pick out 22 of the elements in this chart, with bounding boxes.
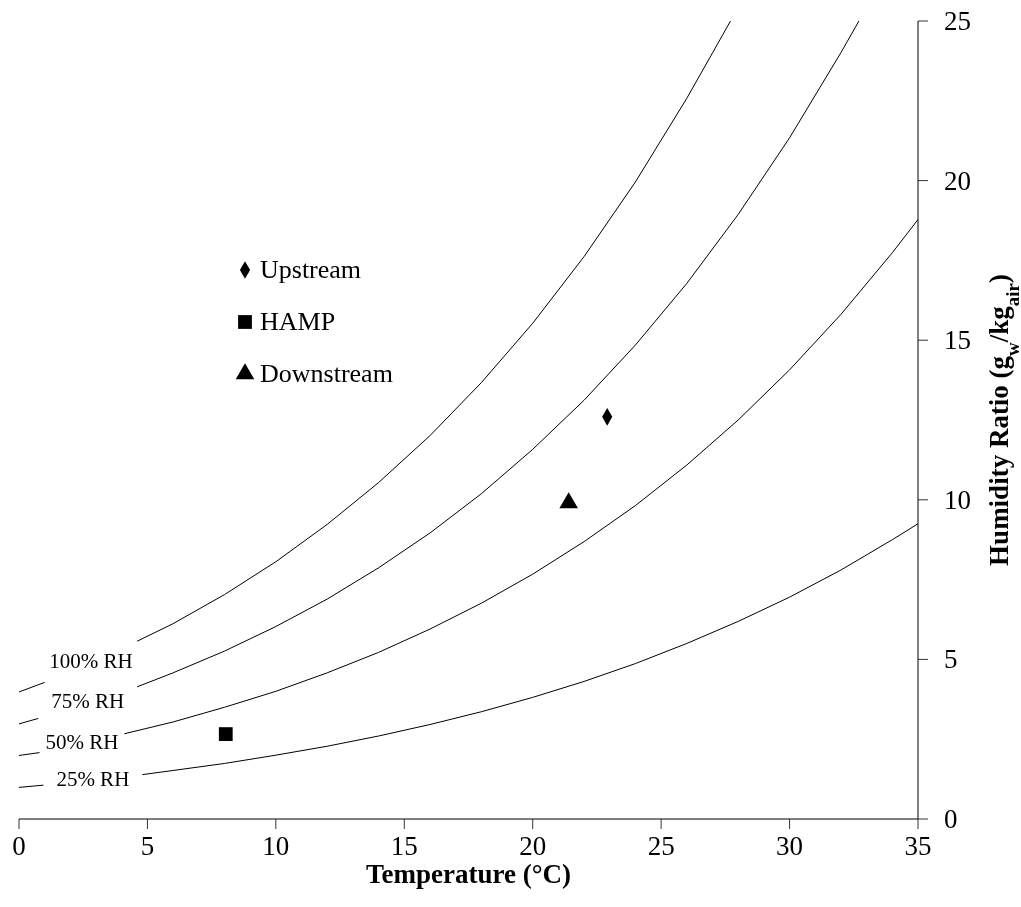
- y-tick-label: 0: [944, 804, 958, 834]
- y-tick-label: 10: [944, 484, 971, 515]
- series-label: 75% RH: [51, 689, 125, 714]
- x-tick-label: 35: [904, 831, 932, 861]
- series-label: 50% RH: [45, 729, 119, 754]
- x-tick-label: 15: [390, 831, 418, 861]
- series-label: 25% RH: [56, 766, 130, 791]
- x-tick-label: 20: [519, 831, 547, 861]
- legend-label: Downstream: [260, 359, 393, 388]
- y-tick-label: 20: [944, 165, 971, 196]
- y-tick-label: 5: [944, 644, 958, 675]
- x-tick-label: 0: [12, 831, 26, 861]
- legend-label: Upstream: [260, 255, 362, 284]
- x-tick-label: 25: [647, 831, 675, 861]
- y-tick-label: 25: [944, 6, 971, 36]
- x-tick-label: 30: [776, 831, 804, 861]
- x-tick-label: 5: [140, 831, 155, 861]
- legend-label: HAMP: [260, 307, 336, 336]
- x-axis-title: Temperature (°C): [365, 859, 572, 889]
- x-tick-label: 10: [262, 831, 290, 861]
- y-tick-label: 15: [944, 325, 971, 356]
- series-label: 100% RH: [49, 648, 133, 673]
